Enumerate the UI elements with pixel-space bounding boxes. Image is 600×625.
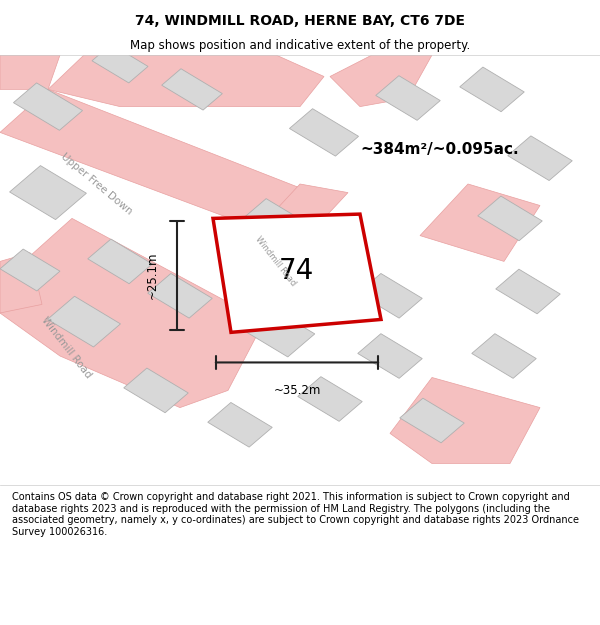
Polygon shape: [0, 249, 60, 291]
Polygon shape: [390, 378, 540, 464]
Polygon shape: [376, 76, 440, 121]
Text: Contains OS data © Crown copyright and database right 2021. This information is : Contains OS data © Crown copyright and d…: [12, 492, 579, 537]
Polygon shape: [400, 398, 464, 443]
Polygon shape: [0, 218, 264, 408]
Polygon shape: [47, 296, 121, 347]
Polygon shape: [478, 196, 542, 241]
Polygon shape: [358, 334, 422, 378]
Polygon shape: [124, 368, 188, 413]
Polygon shape: [48, 55, 324, 107]
Polygon shape: [289, 109, 359, 156]
Polygon shape: [358, 274, 422, 318]
Polygon shape: [0, 89, 312, 236]
Polygon shape: [208, 402, 272, 447]
Polygon shape: [508, 136, 572, 181]
Polygon shape: [161, 69, 223, 110]
Text: Windmill Road: Windmill Road: [39, 315, 93, 380]
Polygon shape: [252, 184, 348, 244]
Polygon shape: [420, 184, 540, 261]
Polygon shape: [472, 334, 536, 378]
Text: 74: 74: [278, 257, 314, 285]
Text: Windmill Road: Windmill Road: [254, 235, 298, 288]
Polygon shape: [213, 214, 381, 332]
Text: ~35.2m: ~35.2m: [274, 384, 320, 397]
Polygon shape: [92, 44, 148, 83]
Polygon shape: [0, 55, 60, 89]
Polygon shape: [237, 304, 315, 357]
Polygon shape: [148, 274, 212, 318]
Polygon shape: [88, 239, 152, 284]
Polygon shape: [298, 377, 362, 421]
Text: Upper Free Down: Upper Free Down: [59, 151, 133, 217]
Polygon shape: [496, 269, 560, 314]
Polygon shape: [13, 83, 83, 130]
Text: Map shows position and indicative extent of the property.: Map shows position and indicative extent…: [130, 39, 470, 51]
Text: 74, WINDMILL ROAD, HERNE BAY, CT6 7DE: 74, WINDMILL ROAD, HERNE BAY, CT6 7DE: [135, 14, 465, 28]
Polygon shape: [460, 67, 524, 112]
Polygon shape: [330, 55, 432, 107]
Text: ~384m²/~0.095ac.: ~384m²/~0.095ac.: [360, 142, 518, 157]
Polygon shape: [235, 199, 317, 256]
Text: ~25.1m: ~25.1m: [146, 252, 159, 299]
Polygon shape: [10, 166, 86, 219]
Polygon shape: [0, 253, 42, 313]
